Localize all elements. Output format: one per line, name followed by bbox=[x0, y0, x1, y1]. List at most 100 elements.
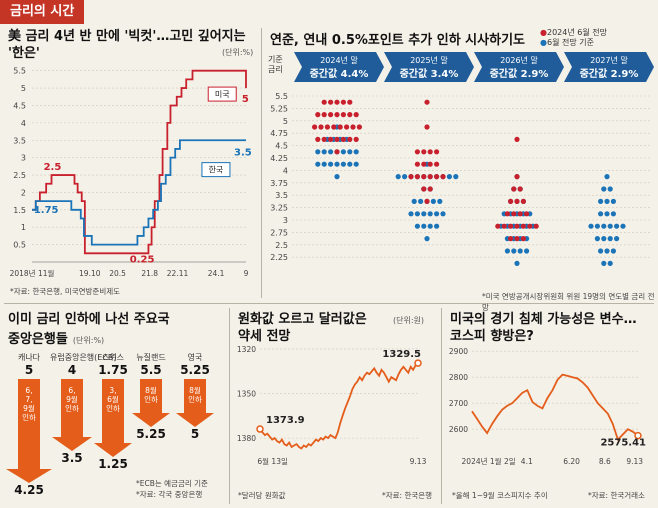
dot-blue bbox=[604, 211, 610, 217]
cut-months-label: 인하 bbox=[22, 412, 36, 422]
rate-after: 1.25 bbox=[98, 457, 128, 471]
arrow-shape bbox=[52, 379, 92, 451]
dot-blue bbox=[601, 236, 607, 242]
dot-blue bbox=[430, 198, 436, 204]
cut-months-label: 9월 bbox=[23, 403, 35, 413]
y-tick-label: 1 bbox=[21, 223, 26, 232]
dot-red bbox=[350, 124, 356, 130]
dot-blue bbox=[418, 198, 424, 204]
x-tick-label: 21.8 bbox=[141, 269, 158, 278]
dot-blue bbox=[607, 236, 613, 242]
divider-v1 bbox=[261, 28, 262, 298]
panel3-unit: (단위:%) bbox=[72, 336, 105, 345]
cut-months-label: 6, bbox=[68, 386, 75, 395]
dot-blue bbox=[440, 211, 446, 217]
y-tick-label: 2.5 bbox=[13, 171, 26, 180]
rate-after: 5 bbox=[190, 427, 200, 441]
dot-red bbox=[321, 112, 327, 118]
x-tick-label: 6월 13일 bbox=[257, 456, 288, 466]
panel4-source-note: *자료: 한국은행 bbox=[382, 491, 433, 500]
y-tick-label: 2 bbox=[21, 188, 26, 197]
y-tick-label: 5.5 bbox=[13, 67, 26, 76]
panel3-source-note: *자료: 각국 중앙은행 bbox=[136, 490, 203, 499]
central-bank-item: 유럽중앙은행(ECB) 4 6, 9월 인하 3.5 bbox=[50, 352, 117, 465]
cut-months-label: 인하 bbox=[65, 403, 79, 413]
dot-red bbox=[495, 223, 501, 229]
dot-red bbox=[520, 236, 526, 242]
bank-name: 스위스 bbox=[101, 353, 125, 362]
dot-red bbox=[334, 136, 340, 142]
panel4-note-label: *달러당 원화값 bbox=[238, 491, 286, 500]
y-tick-label: 2600 bbox=[449, 425, 468, 434]
dot-blue bbox=[402, 174, 408, 180]
central-bank-item: 영국 5.25 8월 인하 5 bbox=[174, 352, 216, 441]
dot-blue bbox=[594, 223, 600, 229]
dot-red bbox=[434, 149, 440, 155]
x-tick-label: 20.5 bbox=[109, 269, 126, 278]
dot-red bbox=[414, 174, 420, 180]
dot-blue bbox=[414, 223, 420, 229]
dot-blue bbox=[437, 198, 443, 204]
kospi-line bbox=[471, 373, 639, 442]
dot-red bbox=[321, 136, 327, 142]
y-level-label: 3.5 bbox=[275, 191, 288, 200]
arrow-shape bbox=[94, 379, 132, 457]
year-banner bbox=[474, 52, 564, 82]
korea-2019-label: 1.75 bbox=[34, 205, 59, 216]
arrow-shape bbox=[6, 379, 52, 483]
dot-blue bbox=[321, 161, 327, 167]
cut-months-label: 7, bbox=[25, 395, 32, 404]
rate-before: 5 bbox=[24, 363, 34, 377]
panel1-title: 美 금리 4년 반 만에 '빅컷'…고민 깊어지는 '한은' bbox=[8, 29, 246, 61]
rate-before: 5.5 bbox=[140, 363, 162, 377]
dot-blue bbox=[453, 174, 459, 180]
dot-red bbox=[414, 161, 420, 167]
y-level-label: 2.5 bbox=[275, 241, 288, 250]
us-rate-line bbox=[32, 69, 247, 255]
y-tick-label: 5 bbox=[21, 84, 26, 93]
dot-blue bbox=[434, 223, 440, 229]
dot-red bbox=[421, 186, 427, 192]
dot-blue bbox=[427, 211, 433, 217]
dot-red bbox=[315, 112, 321, 118]
banner-year-label: 2026년 말 bbox=[500, 55, 538, 65]
panel5-title-line2: 코스피 향방은? bbox=[450, 329, 534, 344]
dot-blue bbox=[610, 248, 616, 254]
legend-red-label: 2024년 6월 전망 bbox=[546, 28, 607, 37]
banner-year-label: 2027년 말 bbox=[590, 55, 628, 65]
panel1-source-note: *자료: 한국은행, 미국연방준비제도 bbox=[10, 287, 121, 296]
dot-red bbox=[434, 161, 440, 167]
dot-blue bbox=[614, 223, 620, 229]
cut-months-label: 3, bbox=[109, 386, 116, 395]
cut-months-label: 인하 bbox=[106, 403, 120, 413]
panel3-note-ecb: *ECB는 예금금리 기준 bbox=[136, 479, 208, 488]
dot-blue bbox=[395, 174, 401, 180]
korea-legend-box bbox=[201, 162, 231, 178]
dot-blue bbox=[601, 260, 607, 266]
dot-blue bbox=[340, 161, 346, 167]
dot-blue bbox=[321, 149, 327, 155]
dot-red bbox=[424, 124, 430, 130]
dot-blue bbox=[334, 174, 340, 180]
dot-red bbox=[508, 198, 514, 204]
dot-red bbox=[328, 136, 334, 142]
y-level-label: 2.75 bbox=[270, 228, 288, 237]
end-value-label: 2575.41 bbox=[600, 438, 646, 449]
y-tick-label: 1320 bbox=[237, 345, 256, 354]
dot-blue bbox=[414, 211, 420, 217]
cut-months-label: 8월 bbox=[189, 385, 201, 395]
dot-red bbox=[353, 136, 359, 142]
start-value-label: 1373.9 bbox=[266, 415, 305, 426]
y-level-label: 5.25 bbox=[270, 104, 288, 113]
dot-blue bbox=[614, 236, 620, 242]
dot-blue bbox=[446, 174, 452, 180]
dot-blue bbox=[315, 161, 321, 167]
x-tick-label: 2018년 11월 bbox=[10, 268, 55, 278]
dot-blue bbox=[601, 186, 607, 192]
korea-rate-line bbox=[32, 139, 246, 246]
rate-after: 4.25 bbox=[14, 483, 44, 497]
dot-blue bbox=[610, 211, 616, 217]
arrow-shape bbox=[176, 379, 214, 427]
